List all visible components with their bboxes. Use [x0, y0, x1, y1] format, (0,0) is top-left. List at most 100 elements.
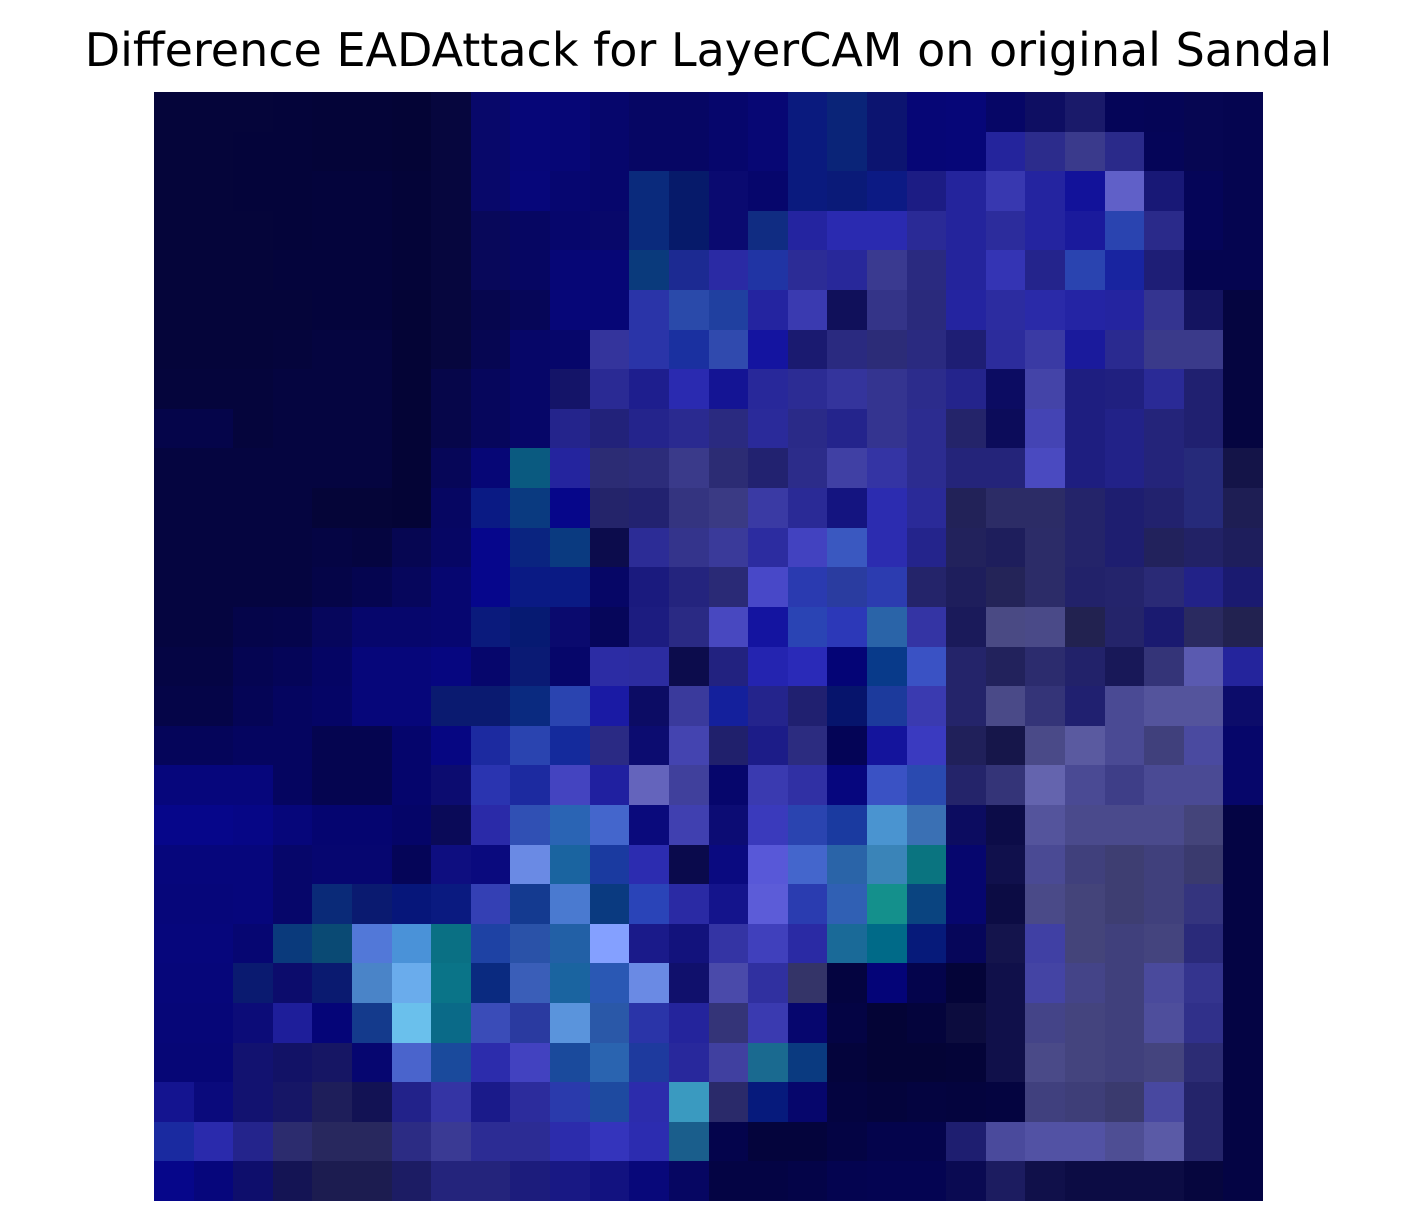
heatmap-cell: [787, 250, 828, 291]
heatmap-cell: [272, 527, 313, 568]
heatmap-cell: [1183, 369, 1224, 409]
heatmap-cell: [1064, 527, 1105, 568]
heatmap-cell: [1025, 1042, 1065, 1083]
heatmap-cell: [985, 210, 1026, 251]
heatmap-cell: [827, 567, 867, 607]
heatmap-cell: [629, 1042, 669, 1083]
heatmap-cell: [431, 329, 471, 370]
heatmap-cell: [1025, 923, 1065, 964]
heatmap-cell: [1223, 567, 1263, 607]
heatmap-cell: [946, 1002, 986, 1043]
heatmap-cell: [1104, 92, 1145, 132]
heatmap-cell: [708, 290, 749, 330]
heatmap-cell: [352, 686, 392, 726]
heatmap-cell: [1144, 725, 1184, 766]
heatmap-cell: [827, 686, 867, 726]
heatmap-cell: [589, 646, 630, 687]
heatmap-cell: [1104, 488, 1145, 528]
heatmap-cell: [470, 1082, 511, 1122]
heatmap-cell: [233, 171, 273, 211]
heatmap-cell: [708, 1121, 749, 1162]
heatmap-cell: [154, 725, 194, 766]
heatmap-cell: [272, 725, 313, 766]
heatmap-cell: [906, 1002, 947, 1043]
heatmap-cell: [708, 567, 749, 607]
heatmap-cell: [352, 408, 392, 449]
heatmap-cell: [1104, 408, 1145, 449]
heatmap-cell: [985, 290, 1026, 330]
heatmap-cell: [193, 1042, 234, 1083]
heatmap-cell: [312, 606, 353, 647]
heatmap-cell: [431, 1002, 471, 1043]
heatmap-cell: [906, 329, 947, 370]
heatmap-cell: [1064, 329, 1105, 370]
heatmap-cell: [1144, 131, 1184, 172]
heatmap-cell: [272, 250, 313, 291]
heatmap-cell: [391, 606, 432, 647]
heatmap-cell: [272, 804, 313, 845]
heatmap-cell: [193, 1002, 234, 1043]
heatmap-cell: [1183, 963, 1224, 1003]
heatmap-cell: [470, 250, 511, 291]
heatmap-cell: [233, 884, 273, 924]
heatmap-cell: [748, 527, 788, 568]
heatmap-cell: [1025, 804, 1065, 845]
heatmap-cell: [629, 527, 669, 568]
heatmap-cell: [708, 606, 749, 647]
heatmap-cell: [1223, 963, 1263, 1003]
heatmap-cell: [866, 1121, 907, 1162]
heatmap-cell: [946, 963, 986, 1003]
heatmap-cell: [787, 448, 828, 489]
heatmap-cell: [431, 448, 471, 489]
heatmap-cell: [272, 765, 313, 805]
heatmap-cell: [233, 923, 273, 964]
heatmap-cell: [312, 329, 353, 370]
heatmap-cell: [946, 1042, 986, 1083]
heatmap-cell: [272, 1002, 313, 1043]
heatmap-cell: [431, 923, 471, 964]
heatmap-cell: [391, 408, 432, 449]
heatmap-cell: [629, 844, 669, 885]
heatmap-cell: [708, 488, 749, 528]
heatmap-cell: [668, 606, 709, 647]
heatmap-cell: [233, 448, 273, 489]
heatmap-cell: [748, 725, 788, 766]
heatmap-cell: [193, 329, 234, 370]
heatmap-cell: [391, 1002, 432, 1043]
heatmap-cell: [272, 1042, 313, 1083]
heatmap-cell: [629, 131, 669, 172]
heatmap-cell: [866, 804, 907, 845]
heatmap-cell: [708, 369, 749, 409]
heatmap-cell: [866, 527, 907, 568]
heatmap-cell: [1064, 567, 1105, 607]
heatmap-cell: [1183, 92, 1224, 132]
heatmap-cell: [272, 1121, 313, 1162]
heatmap-cell: [946, 250, 986, 291]
heatmap-cell: [946, 210, 986, 251]
heatmap-cell: [550, 963, 590, 1003]
heatmap-cell: [787, 210, 828, 251]
heatmap-cell: [866, 1042, 907, 1083]
heatmap-cell: [946, 646, 986, 687]
heatmap-cell: [431, 686, 471, 726]
heatmap-cell: [312, 765, 353, 805]
heatmap-cell: [391, 844, 432, 885]
heatmap-cell: [1064, 408, 1105, 449]
heatmap-cell: [708, 844, 749, 885]
heatmap-cell: [510, 1042, 551, 1083]
heatmap-cell: [708, 646, 749, 687]
heatmap-cell: [1183, 250, 1224, 291]
heatmap-cell: [589, 527, 630, 568]
heatmap-cell: [154, 686, 194, 726]
heatmap-cell: [272, 329, 313, 370]
heatmap-cell: [629, 250, 669, 291]
heatmap-cell: [1183, 527, 1224, 568]
heatmap-cell: [431, 369, 471, 409]
heatmap-cell: [1144, 1082, 1184, 1122]
heatmap-cell: [352, 329, 392, 370]
heatmap-cell: [629, 210, 669, 251]
heatmap-cell: [312, 408, 353, 449]
heatmap-cell: [866, 131, 907, 172]
heatmap-cell: [1104, 923, 1145, 964]
heatmap-cell: [1025, 131, 1065, 172]
